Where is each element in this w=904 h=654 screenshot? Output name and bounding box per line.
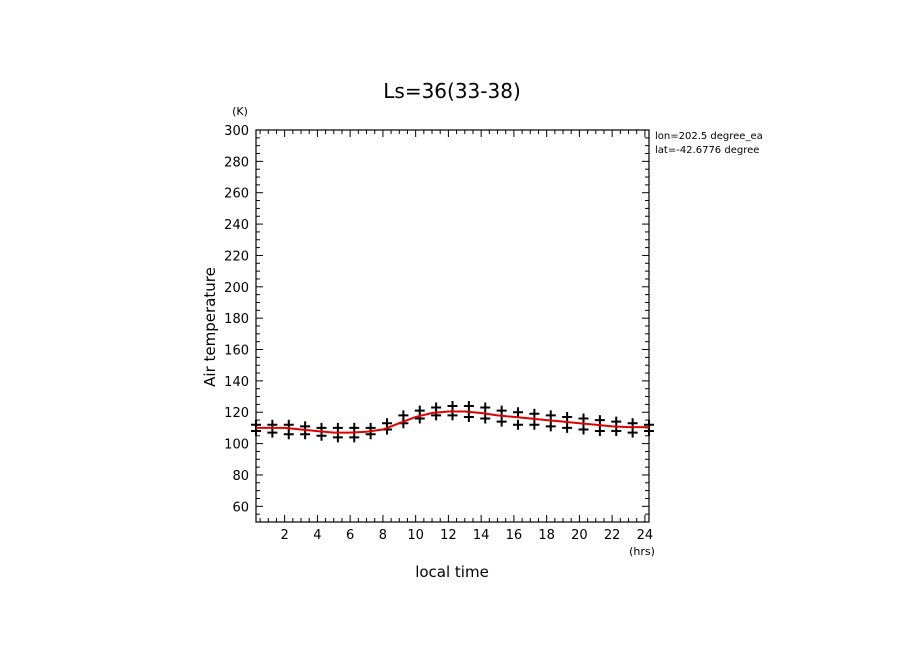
- x-tick-label: 2: [281, 528, 289, 543]
- observation-marker-low: [349, 432, 360, 443]
- x-tick-label: 20: [571, 528, 588, 543]
- observation-marker-low: [578, 424, 589, 435]
- annotation-lat: lat=-42.6776 degree: [655, 145, 759, 156]
- observation-marker-low: [562, 422, 573, 433]
- observation-marker-high: [447, 400, 458, 411]
- observation-marker-low: [496, 416, 507, 427]
- observation-marker-high: [332, 422, 343, 433]
- observation-marker-low: [480, 413, 491, 424]
- y-tick-label: 100: [224, 438, 249, 453]
- observation-marker-high: [562, 411, 573, 422]
- y-tick-label: 220: [224, 249, 249, 264]
- observation-marker-high: [594, 415, 605, 426]
- y-tick-label: 280: [224, 155, 249, 170]
- model-curve: [256, 410, 649, 434]
- annotation-lon: lon=202.5 degree_ea: [655, 131, 763, 142]
- observation-marker-high: [529, 408, 540, 419]
- x-tick-label: 12: [440, 528, 457, 543]
- observation-marker-high: [480, 402, 491, 413]
- observation-marker-low: [513, 419, 523, 430]
- annotation-block: lon=202.5 degree_ea lat=-42.6776 degree: [655, 131, 763, 156]
- chart-title: Ls=36(33-38): [383, 79, 521, 103]
- x-tick-label: 14: [473, 528, 490, 543]
- observation-marker-low: [627, 427, 638, 438]
- observation-marker-high: [496, 405, 507, 416]
- x-tick-label: 6: [346, 528, 354, 543]
- x-tick-label: 24: [637, 528, 654, 543]
- y-tick-label: 120: [224, 406, 249, 421]
- observation-marker-low: [594, 426, 605, 437]
- x-tick-label: 10: [407, 528, 424, 543]
- observation-marker-low: [267, 427, 278, 438]
- observation-marker-high: [578, 413, 589, 424]
- x-unit-label: (hrs): [629, 545, 655, 558]
- observation-marker-low: [332, 432, 343, 443]
- y-tick-label: 60: [232, 500, 249, 515]
- observation-marker-low: [545, 421, 556, 432]
- observation-marker-high: [545, 410, 556, 421]
- x-tick-label: 22: [604, 528, 621, 543]
- y-tick-label: 300: [224, 124, 249, 139]
- plot-frame: [255, 129, 650, 523]
- y-tick-label: 260: [224, 187, 249, 202]
- x-tick-label: 8: [379, 528, 387, 543]
- observation-marker-high: [349, 422, 360, 433]
- observation-marker-low: [463, 411, 474, 422]
- y-tick-label: 160: [224, 344, 249, 359]
- y-tick-label: 180: [224, 312, 249, 327]
- y-tick-label: 80: [232, 469, 249, 484]
- y-axis-label: Air temperature: [201, 267, 219, 387]
- y-unit-label: (K): [232, 105, 248, 118]
- observation-marker-high: [463, 400, 474, 411]
- observation-marker-high: [611, 416, 622, 427]
- observation-marker-high: [513, 407, 523, 418]
- y-tick-label: 140: [224, 375, 249, 390]
- x-axis-label: local time: [415, 563, 489, 581]
- observation-marker-low: [529, 419, 540, 430]
- observation-marker-low: [611, 426, 622, 437]
- x-tick-label: 4: [313, 528, 321, 543]
- x-tick-label: 16: [506, 528, 523, 543]
- y-tick-label: 240: [224, 218, 249, 233]
- observation-marker-low: [283, 429, 294, 440]
- x-tick-label: 18: [538, 528, 555, 543]
- y-tick-label: 200: [224, 281, 249, 296]
